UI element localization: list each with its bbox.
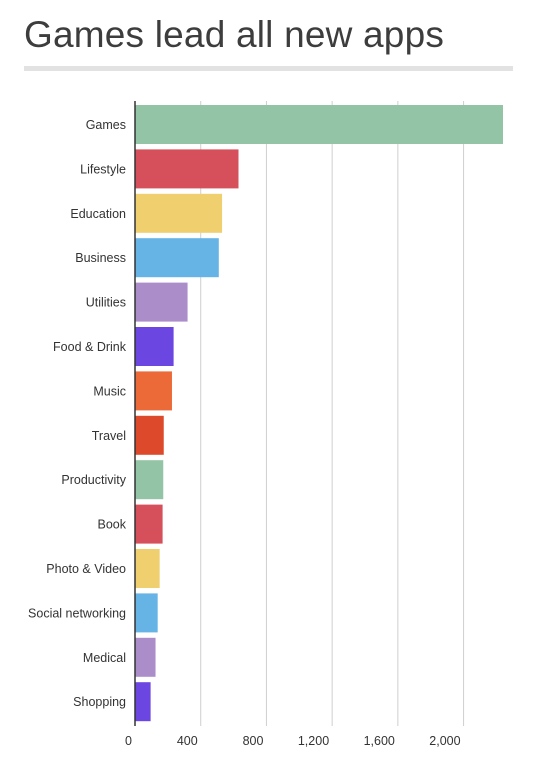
category-label: Travel (92, 429, 126, 443)
x-tick-label: 1,600 (364, 734, 395, 748)
category-label: Shopping (73, 695, 126, 709)
category-label: Photo & Video (46, 562, 126, 576)
x-tick-label: 0 (125, 734, 132, 748)
category-label: Book (98, 518, 127, 532)
bar (135, 371, 172, 411)
bar (135, 327, 174, 366)
bars (135, 105, 503, 722)
bar (135, 460, 164, 500)
grid-lines (200, 101, 465, 726)
category-label: Games (86, 118, 126, 132)
x-tick-label: 400 (177, 734, 198, 748)
x-tick-label: 1,200 (298, 734, 329, 748)
bar (135, 504, 163, 544)
category-label: Food & Drink (53, 340, 127, 354)
category-label: Productivity (61, 473, 126, 487)
bar (135, 149, 239, 189)
category-label: Medical (83, 651, 126, 665)
chart-title: Games lead all new apps (24, 14, 445, 55)
bar (135, 549, 160, 588)
title-divider (24, 66, 513, 71)
bar (135, 415, 164, 455)
category-label: Music (93, 384, 126, 398)
bar (135, 682, 151, 722)
category-label: Lifestyle (80, 162, 126, 176)
category-labels: Games Lifestyle Education Business Utilities… (28, 118, 127, 709)
x-tick-label: 800 (243, 734, 264, 748)
bar (135, 593, 158, 633)
bar (135, 193, 223, 233)
bar (135, 637, 156, 677)
x-axis-ticks: 0 400 800 1,200 1,600 2,000 (125, 734, 461, 748)
bar (135, 282, 188, 322)
category-label: Social networking (28, 606, 126, 620)
bar (135, 238, 219, 278)
category-label: Education (70, 207, 126, 221)
category-label: Business (75, 251, 126, 265)
category-label: Utilities (86, 296, 126, 310)
bar (135, 105, 503, 144)
x-tick-label: 2,000 (429, 734, 460, 748)
